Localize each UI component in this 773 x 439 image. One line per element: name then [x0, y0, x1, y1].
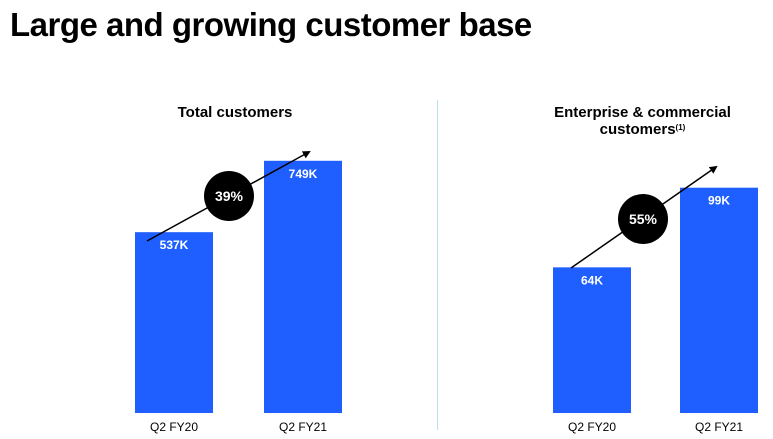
bar-value-label: 64K [581, 273, 603, 287]
chart-title-text: Total customers [177, 104, 293, 121]
x-tick-label: Q2 FY21 [695, 420, 743, 434]
growth-percentage: 39% [215, 188, 244, 204]
chart-title-total-customers: Total customers [130, 104, 340, 121]
x-tick-label: Q2 FY20 [568, 420, 616, 434]
growth-badge [618, 194, 668, 244]
bar-value-label: 537K [160, 238, 189, 252]
bar-value-label: 99K [708, 194, 730, 208]
bar-q2-fy20 [135, 232, 213, 413]
chart-enterprise-customers: 64K Q2 FY20 99K Q2 FY21 55% [553, 165, 758, 434]
chart-total-customers: 537K Q2 FY20 749K Q2 FY21 39% [135, 151, 342, 434]
chart-title-enterprise-customers: Enterprise & commercial customers(1) [520, 104, 765, 138]
x-tick-label: Q2 FY20 [150, 420, 198, 434]
chart-title-text: Enterprise & commercial customers [554, 104, 731, 138]
growth-badge [204, 171, 254, 221]
bar-q2-fy21 [680, 187, 758, 413]
panel-divider [437, 100, 438, 430]
bar-q2-fy20 [553, 267, 631, 413]
page-title: Large and growing customer base [10, 6, 532, 43]
bar-value-label: 749K [289, 167, 318, 181]
bar-q2-fy21 [264, 160, 342, 413]
footnote-marker: (1) [675, 123, 686, 132]
growth-percentage: 55% [629, 211, 658, 227]
x-tick-label: Q2 FY21 [279, 420, 327, 434]
